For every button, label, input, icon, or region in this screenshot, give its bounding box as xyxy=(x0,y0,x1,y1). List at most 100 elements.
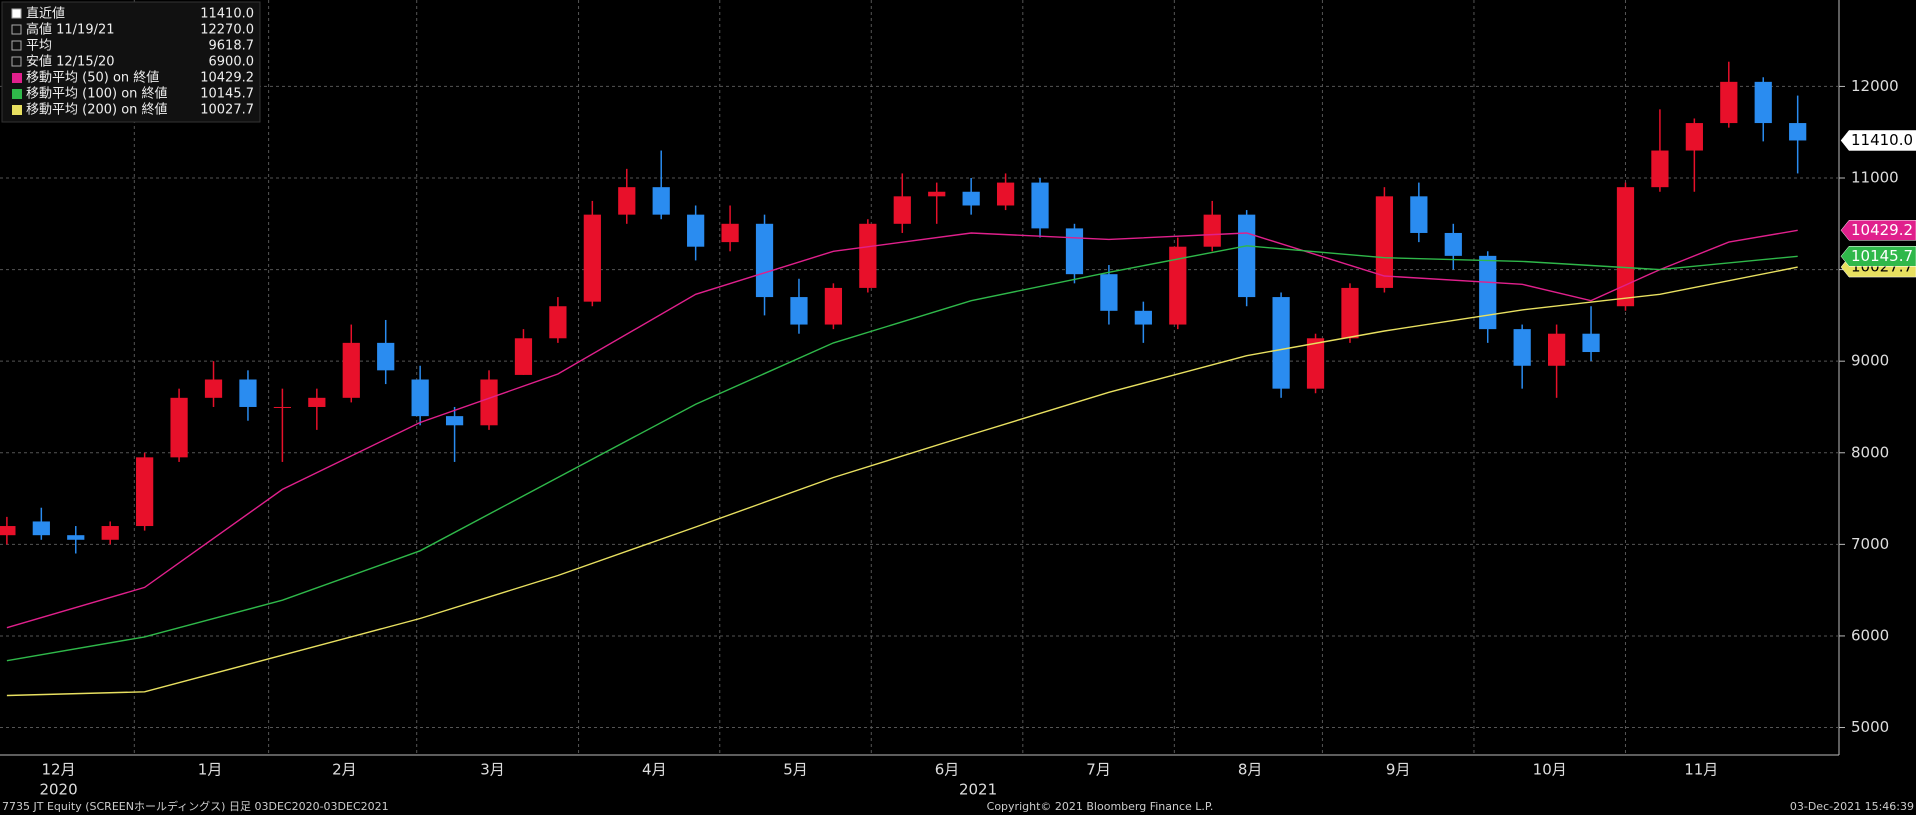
legend-box xyxy=(1,1,261,123)
legend-label: 高値 11/19/21 xyxy=(26,22,115,38)
last-tag-box xyxy=(1840,130,1916,151)
candle-body xyxy=(136,457,154,527)
candle-body xyxy=(1272,297,1290,389)
candle-body xyxy=(1065,228,1084,275)
candle-body xyxy=(445,416,464,426)
candle-body xyxy=(721,223,739,243)
candle-body xyxy=(1685,123,1703,151)
candle-body xyxy=(67,535,85,540)
candle-body xyxy=(1651,150,1669,188)
candle-body xyxy=(0,526,16,536)
candle-body xyxy=(1547,333,1566,366)
legend-icon xyxy=(11,8,22,19)
x-tick-label: 3月 xyxy=(480,761,505,779)
legend-label: 移動平均 (100) on 終値 xyxy=(26,86,168,102)
candle-body xyxy=(1720,81,1738,124)
legend-swatch xyxy=(12,73,22,83)
moving-average xyxy=(6,229,1798,629)
x-tick-label: 7月 xyxy=(1086,761,1111,779)
candle-body xyxy=(273,406,292,408)
candle-body xyxy=(549,306,567,339)
y-tick-label: 7000 xyxy=(1851,535,1889,553)
candle-body xyxy=(1582,333,1600,353)
candle-body xyxy=(514,338,533,375)
x-tick-label: 5月 xyxy=(783,761,808,779)
candle-body xyxy=(1341,287,1359,339)
candle-body xyxy=(204,379,223,398)
legend-label: 移動平均 (200) on 終値 xyxy=(26,102,168,118)
x-tick-label: 4月 xyxy=(642,761,667,779)
candle-body xyxy=(239,379,257,407)
legend-value: 9618.7 xyxy=(209,39,255,54)
candle-body xyxy=(652,187,670,215)
candle-body xyxy=(687,214,705,247)
candle-body xyxy=(1169,246,1187,325)
legend-value: 10027.7 xyxy=(200,103,254,118)
candle-body xyxy=(1134,310,1152,325)
last-tag: 11410.0 xyxy=(1851,131,1913,149)
footer-left: 7735 JT Equity (SCREENホールディングス) 日足 03DEC… xyxy=(2,799,389,813)
candle-body xyxy=(342,342,360,398)
footer-center: Copyright© 2021 Bloomberg Finance L.P. xyxy=(987,800,1214,813)
legend-value: 12270.0 xyxy=(200,23,254,38)
y-tick-label: 12000 xyxy=(1851,77,1899,95)
x-tick-label: 2月 xyxy=(332,761,357,779)
candle-body xyxy=(1375,196,1394,288)
candle-body xyxy=(1306,338,1325,389)
legend-swatch xyxy=(12,105,22,115)
year-label: 2021 xyxy=(959,781,997,799)
candle-body xyxy=(480,379,498,426)
legend-label: 移動平均 (50) on 終値 xyxy=(26,70,159,86)
y-tick-label: 5000 xyxy=(1851,718,1889,736)
legend-icon xyxy=(11,40,22,51)
candle-body xyxy=(962,191,980,206)
candle-body xyxy=(1203,214,1221,247)
candle-body xyxy=(824,287,843,325)
candle-body xyxy=(996,182,1015,206)
candle-body xyxy=(1100,274,1118,311)
candle-body xyxy=(1754,81,1772,124)
candle-body xyxy=(1238,214,1256,298)
candle-body xyxy=(411,379,429,417)
candle-body xyxy=(755,223,774,298)
legend-value: 10145.7 xyxy=(200,87,254,102)
candle-body xyxy=(377,342,395,371)
x-tick-label: 10月 xyxy=(1533,761,1567,779)
y-tick-label: 11000 xyxy=(1851,169,1899,187)
x-tick-label: 11月 xyxy=(1684,761,1718,779)
year-label: 2020 xyxy=(39,781,77,799)
legend-label: 安値 12/15/20 xyxy=(26,54,115,70)
candle-body xyxy=(790,297,808,325)
candle-body xyxy=(101,526,119,540)
ma-tag: 10145.7 xyxy=(1851,247,1913,265)
legend-value: 6900.0 xyxy=(209,55,255,70)
x-tick-label: 1月 xyxy=(198,761,223,779)
x-tick-label: 12月 xyxy=(41,761,75,779)
ma-tag-box xyxy=(1840,220,1916,241)
candle-body xyxy=(859,223,877,288)
candle-body xyxy=(170,397,188,458)
candle-body xyxy=(1031,182,1049,229)
y-tick-label: 6000 xyxy=(1851,626,1889,644)
candle-body xyxy=(1513,329,1531,366)
candle-body xyxy=(308,397,326,407)
y-tick-label: 8000 xyxy=(1851,443,1889,461)
candle-body xyxy=(893,196,911,224)
candle-body xyxy=(1479,255,1497,330)
candle-body xyxy=(583,214,601,302)
footer-right: 03-Dec-2021 15:46:39 xyxy=(1790,800,1914,813)
legend-value: 11410.0 xyxy=(200,7,254,22)
ma-tag-box xyxy=(1840,246,1916,267)
candle-body xyxy=(618,187,636,215)
legend-value: 10429.2 xyxy=(200,71,254,86)
candle-body xyxy=(928,191,946,197)
candle-body xyxy=(1444,232,1462,256)
candle-body xyxy=(1789,123,1807,141)
moving-average xyxy=(6,266,1798,697)
candle-body xyxy=(1410,196,1428,233)
x-tick-label: 9月 xyxy=(1386,761,1411,779)
x-tick-label: 6月 xyxy=(935,761,960,779)
candle-body xyxy=(1616,187,1635,307)
candle-body xyxy=(32,521,50,536)
legend-icon xyxy=(11,24,22,35)
